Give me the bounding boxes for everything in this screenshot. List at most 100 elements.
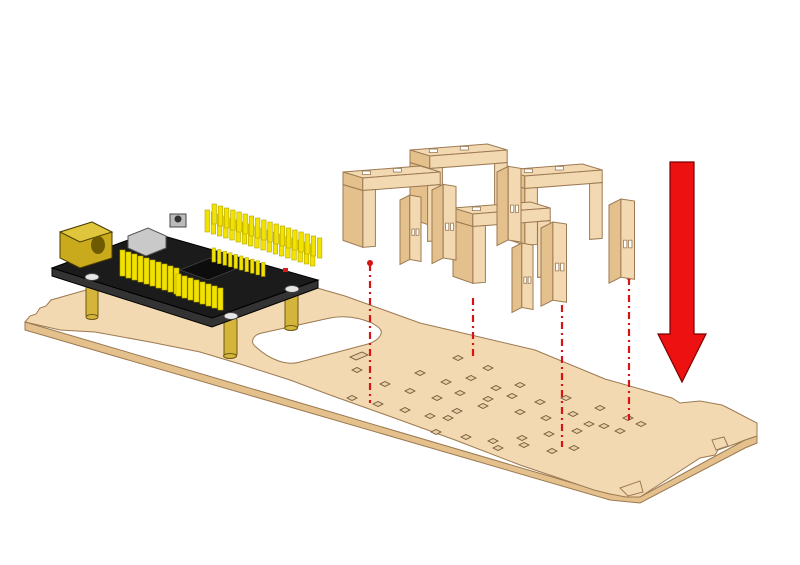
header-pin — [224, 207, 230, 229]
bracket-plate-face — [521, 242, 534, 311]
mounting-hole — [514, 409, 526, 415]
bracket-plate-side — [399, 194, 411, 266]
guide-start-dot — [367, 260, 373, 266]
brass-standoffs — [85, 281, 299, 359]
pin-headers — [119, 203, 323, 311]
bracket-slot — [445, 222, 450, 231]
screw — [84, 273, 100, 281]
header-pin — [248, 215, 254, 237]
bracket-slot — [361, 170, 371, 176]
header-pin — [211, 285, 218, 309]
mounting-hole — [546, 448, 558, 454]
mounting-hole — [487, 438, 499, 444]
header-pin — [131, 253, 138, 281]
bracket-plate-side — [540, 221, 554, 308]
mounting-hole — [560, 395, 572, 401]
header-pin — [317, 237, 323, 259]
header-pin — [286, 227, 292, 249]
standoff — [223, 353, 237, 359]
header-pin — [175, 273, 182, 297]
bracket-slot — [555, 262, 560, 272]
header-pin — [161, 263, 168, 291]
bracket-slot — [515, 204, 520, 213]
header-pin — [187, 277, 194, 301]
bracket-slot — [628, 239, 633, 249]
bracket-plate-face — [507, 165, 522, 243]
dc-power-jack — [58, 221, 114, 269]
bracket-slot — [471, 206, 481, 212]
mounting-hole — [568, 445, 580, 451]
wooden-bracket — [399, 194, 422, 266]
reset-button-cap — [174, 215, 182, 223]
mounting-hole — [372, 401, 384, 407]
bracket-slot — [392, 168, 402, 173]
mounting-hole — [514, 382, 526, 388]
standoff — [223, 317, 238, 357]
header-pin — [143, 257, 150, 285]
bracket-slot — [560, 262, 565, 272]
mounting-hole — [598, 423, 610, 429]
screw — [223, 312, 239, 320]
wooden-brackets — [342, 143, 635, 314]
header-pin — [137, 255, 144, 283]
base-plate-notch — [711, 436, 729, 451]
bracket-plate-side — [496, 165, 509, 247]
base-plate-holes — [346, 351, 647, 454]
header-pin — [149, 259, 156, 287]
screw — [284, 285, 300, 293]
mounting-hole — [465, 375, 477, 381]
bracket-slot — [554, 166, 564, 171]
bracket-slot — [527, 276, 532, 284]
wooden-bracket — [540, 221, 567, 308]
bracket-slot — [449, 222, 454, 231]
header-pin — [267, 221, 273, 243]
header-pin — [292, 229, 298, 251]
mounting-hole — [594, 405, 606, 411]
header-pin — [279, 225, 286, 247]
header-pin — [255, 217, 261, 239]
header-pin — [239, 255, 244, 271]
base-plate-notch — [619, 480, 644, 497]
dc-jack-hole — [91, 236, 105, 254]
header-pin — [261, 219, 267, 241]
header-pin — [125, 251, 132, 279]
bracket-slot — [523, 276, 528, 284]
header-pin — [217, 287, 224, 311]
header-pin — [236, 211, 242, 233]
mounting-hole — [399, 407, 411, 413]
header-pin — [155, 261, 162, 289]
header-pin — [211, 203, 217, 225]
mounting-hole — [379, 381, 391, 387]
header-pin — [181, 275, 188, 299]
mounting-slot — [349, 351, 369, 361]
mounting-hole — [506, 393, 518, 399]
mounting-hole — [635, 421, 647, 427]
mounting-hole — [431, 395, 443, 401]
bracket-plate-side — [431, 183, 444, 265]
mounting-hole — [351, 367, 363, 373]
usb-port — [127, 227, 167, 257]
pcb — [50, 231, 320, 319]
mounting-hole — [452, 355, 464, 361]
standoff — [85, 314, 99, 320]
mounting-hole — [482, 396, 494, 402]
bracket-plate-face — [552, 221, 567, 303]
header-pin — [222, 250, 227, 266]
mounting-hole — [490, 385, 502, 391]
header-pin — [211, 247, 216, 263]
header-pin — [242, 213, 248, 235]
mounting-hole — [516, 435, 528, 441]
mounting-hole — [346, 395, 358, 401]
mounting-hole — [451, 408, 463, 414]
mounting-hole — [583, 421, 595, 427]
header-pin — [310, 235, 317, 257]
mounting-hole — [571, 428, 583, 434]
wooden-bracket — [608, 198, 635, 285]
mounting-hole — [492, 445, 504, 451]
standoff — [284, 325, 298, 331]
mounting-hole — [460, 434, 472, 440]
mounting-hole — [567, 411, 579, 417]
header-pin — [205, 283, 212, 307]
mounting-hole — [482, 365, 494, 371]
bracket-slot — [415, 228, 420, 236]
